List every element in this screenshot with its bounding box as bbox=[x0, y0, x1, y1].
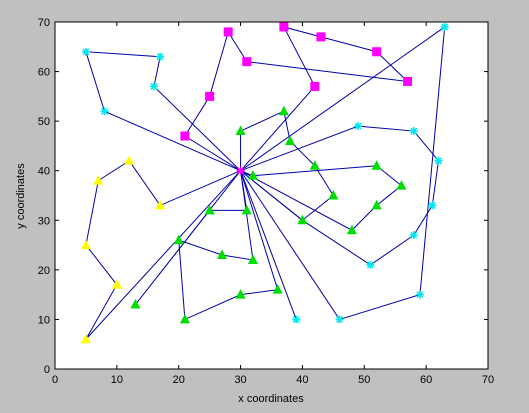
star-marker bbox=[354, 122, 363, 131]
star-marker bbox=[415, 290, 424, 299]
square-marker bbox=[242, 57, 252, 67]
x-tick-label: 40 bbox=[296, 374, 308, 386]
star-stroke bbox=[428, 201, 436, 209]
triangle-marker bbox=[111, 279, 122, 289]
square-marker bbox=[310, 81, 320, 91]
star-marker bbox=[100, 107, 109, 116]
star-marker bbox=[156, 52, 165, 61]
route-line bbox=[240, 110, 335, 221]
route-line bbox=[85, 51, 241, 172]
star-marker bbox=[335, 315, 344, 324]
square-marker bbox=[223, 27, 233, 37]
triangle-marker bbox=[93, 175, 104, 185]
star-stroke bbox=[156, 53, 164, 61]
y-tick-label: 40 bbox=[38, 166, 50, 178]
markers-layer bbox=[80, 22, 449, 344]
y-tick-label: 50 bbox=[38, 116, 50, 128]
star-marker bbox=[81, 47, 90, 56]
x-tick-label: 0 bbox=[52, 374, 58, 386]
star-stroke bbox=[410, 127, 418, 135]
square-marker bbox=[180, 131, 190, 141]
triangle-marker bbox=[235, 289, 246, 299]
triangle-marker bbox=[278, 105, 289, 116]
triangle-marker bbox=[346, 224, 357, 235]
triangle-marker bbox=[371, 160, 382, 170]
star-marker bbox=[149, 82, 158, 91]
x-tick-label: 50 bbox=[358, 374, 370, 386]
star-stroke bbox=[150, 82, 158, 90]
triangle-marker bbox=[241, 204, 252, 215]
star-stroke bbox=[336, 315, 344, 323]
y-tick-label: 20 bbox=[38, 265, 50, 277]
star-stroke bbox=[82, 48, 90, 56]
triangle-marker bbox=[155, 199, 166, 210]
y-tick-label: 30 bbox=[38, 215, 50, 227]
triangle-marker bbox=[371, 199, 382, 210]
y-axis-label: y coordinates bbox=[15, 163, 27, 229]
y-tick-label: 10 bbox=[38, 314, 50, 326]
star-stroke bbox=[292, 315, 300, 323]
y-tick-label: 0 bbox=[44, 364, 50, 376]
x-axis-label: x coordinates bbox=[238, 393, 304, 405]
triangle-marker bbox=[179, 313, 190, 324]
star-stroke bbox=[441, 23, 449, 31]
route-line bbox=[85, 160, 241, 340]
triangle-marker bbox=[130, 299, 141, 309]
triangle-marker bbox=[309, 160, 320, 170]
x-tick-label: 10 bbox=[111, 374, 123, 386]
x-tick-label: 70 bbox=[482, 374, 494, 386]
triangle-marker bbox=[247, 170, 258, 180]
star-stroke bbox=[100, 107, 109, 115]
triangle-marker bbox=[173, 234, 184, 245]
triangle-marker bbox=[235, 125, 246, 136]
star-marker bbox=[409, 231, 418, 240]
triangle-marker bbox=[328, 190, 339, 200]
triangle-marker bbox=[247, 254, 258, 264]
triangle-marker bbox=[80, 239, 91, 250]
x-tick-label: 30 bbox=[234, 374, 246, 386]
star-stroke bbox=[416, 291, 424, 299]
x-tick-label: 60 bbox=[420, 374, 432, 386]
x-tick-label: 20 bbox=[173, 374, 185, 386]
star-marker bbox=[366, 260, 375, 269]
star-stroke bbox=[237, 167, 245, 175]
triangle-marker bbox=[297, 214, 308, 225]
square-marker bbox=[372, 47, 382, 57]
triangle-marker bbox=[396, 180, 407, 190]
triangle-marker bbox=[217, 249, 228, 259]
triangle-marker bbox=[285, 135, 296, 145]
triangle-marker bbox=[80, 333, 91, 344]
square-marker bbox=[316, 32, 326, 42]
y-tick-label: 60 bbox=[38, 67, 50, 79]
triangle-marker bbox=[272, 284, 283, 294]
star-marker bbox=[428, 201, 437, 210]
square-marker bbox=[403, 76, 413, 86]
square-marker bbox=[205, 91, 215, 101]
triangle-marker bbox=[124, 155, 135, 165]
star-stroke bbox=[354, 122, 362, 130]
star-marker bbox=[409, 127, 418, 136]
route-line bbox=[178, 170, 279, 321]
star-marker bbox=[434, 156, 443, 165]
star-stroke bbox=[434, 157, 443, 165]
star-stroke bbox=[410, 231, 418, 239]
star-marker bbox=[440, 22, 449, 31]
star-marker bbox=[236, 166, 245, 175]
y-tick-label: 70 bbox=[38, 17, 50, 29]
star-marker bbox=[292, 315, 301, 324]
star-stroke bbox=[366, 261, 375, 269]
axis-ticks: 0 10 20 30 40 50 60 70 0 10 20 30 40 50 60 70 bbox=[38, 17, 494, 386]
triangle-marker bbox=[204, 204, 215, 215]
square-marker bbox=[279, 22, 289, 32]
